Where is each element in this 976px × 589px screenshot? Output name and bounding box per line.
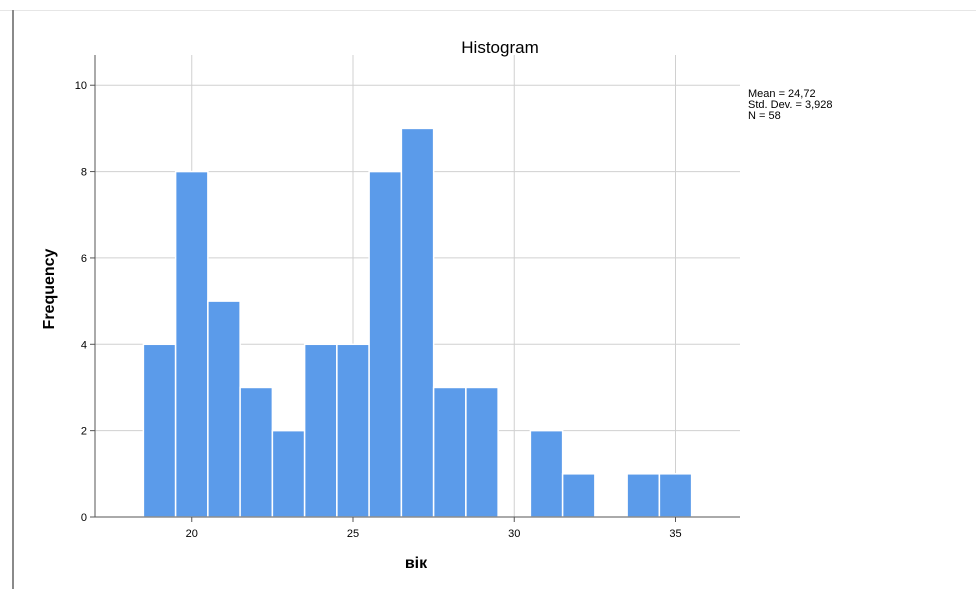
histogram-bar — [400, 127, 435, 518]
y-tick-label: 2 — [81, 426, 87, 438]
histogram-bar — [303, 343, 338, 518]
histogram-bar — [142, 343, 177, 518]
axes — [90, 55, 740, 522]
summary-statistics: Mean = 24,72 Std. Dev. = 3,928 N = 58 — [748, 88, 833, 122]
x-tick-label: 35 — [669, 528, 681, 540]
tick-labels: 0 2 4 6 8 10 20 25 30 35 — [75, 80, 682, 540]
histogram-bars — [142, 127, 693, 518]
stat-mean: Mean = 24,72 — [748, 88, 816, 100]
stat-std-dev: Std. Dev. = 3,928 — [748, 99, 833, 111]
y-axis-title: Frequency — [41, 248, 58, 329]
histogram-bar — [368, 170, 403, 518]
histogram-bar — [336, 343, 370, 518]
y-tick-label: 6 — [81, 253, 87, 265]
chart-title: Histogram — [461, 38, 538, 57]
histogram-bar — [174, 170, 209, 518]
histogram-bar — [561, 473, 596, 518]
stat-n: N = 58 — [748, 110, 781, 122]
x-tick-label: 20 — [186, 528, 198, 540]
x-tick-label: 30 — [508, 528, 520, 540]
histogram-bar — [271, 429, 306, 518]
histogram-bar — [658, 473, 693, 518]
histogram-bar — [529, 429, 564, 518]
histogram-bar — [239, 386, 274, 518]
histogram-bar — [207, 300, 241, 518]
histogram-bar — [626, 473, 661, 518]
histogram-bar — [465, 386, 499, 518]
x-tick-label: 25 — [347, 528, 359, 540]
histogram-bar — [432, 386, 467, 518]
viewer-left-border — [12, 10, 14, 589]
x-axis-title: вік — [405, 555, 428, 572]
y-tick-label: 4 — [81, 339, 87, 351]
y-tick-label: 10 — [75, 80, 87, 92]
viewer-top-border — [0, 10, 976, 11]
y-tick-label: 8 — [81, 167, 87, 179]
y-tick-label: 0 — [81, 512, 87, 524]
